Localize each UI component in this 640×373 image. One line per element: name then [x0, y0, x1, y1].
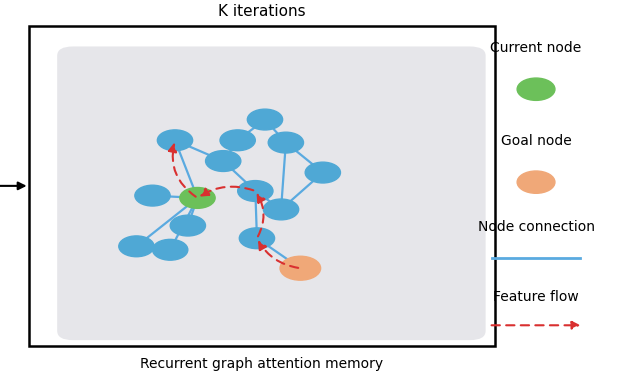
Circle shape — [264, 199, 299, 220]
Text: K iterations: K iterations — [218, 4, 306, 19]
Circle shape — [220, 130, 255, 151]
Circle shape — [180, 188, 215, 209]
Circle shape — [280, 256, 321, 280]
Circle shape — [157, 130, 193, 151]
Circle shape — [517, 78, 555, 100]
Circle shape — [237, 181, 273, 201]
Text: Current node: Current node — [490, 41, 582, 55]
Circle shape — [119, 236, 154, 257]
Circle shape — [239, 228, 275, 249]
Circle shape — [247, 109, 283, 130]
Text: Recurrent graph attention memory: Recurrent graph attention memory — [140, 357, 383, 371]
Circle shape — [170, 215, 205, 236]
Circle shape — [135, 185, 170, 206]
FancyBboxPatch shape — [57, 47, 486, 340]
Text: Feature flow: Feature flow — [493, 291, 579, 304]
Circle shape — [205, 151, 241, 172]
Circle shape — [517, 171, 555, 193]
Circle shape — [152, 239, 188, 260]
Circle shape — [305, 162, 340, 183]
Text: Goal node: Goal node — [500, 134, 572, 148]
Circle shape — [268, 132, 303, 153]
Text: Node connection: Node connection — [477, 220, 595, 234]
